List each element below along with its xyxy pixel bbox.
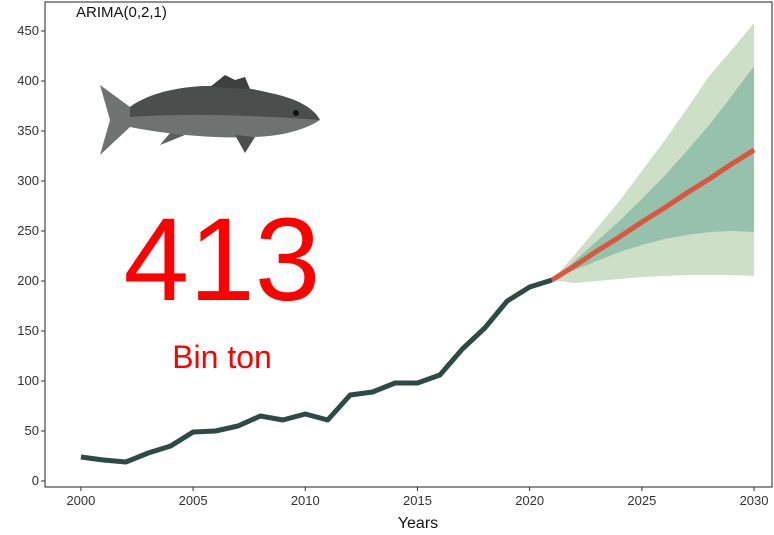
x-tick-label: 2000 [66,493,95,508]
plot-area [80,23,756,465]
x-tick-label: 2010 [291,493,320,508]
y-tick-label: 300 [17,173,39,188]
panel-border [44,1,773,488]
y-tick-label: 0 [32,473,39,488]
big-number: 413 [124,194,321,326]
x-tick-label: 2005 [179,493,208,508]
prediction-band [552,66,755,280]
unit-label: Bin ton [172,339,272,375]
chart-title: ARIMA(0,2,1) [76,4,167,21]
forecast-line [550,147,756,283]
y-tick-label: 350 [17,123,39,138]
x-axis-title: Years [398,515,438,532]
x-tick-label: 2015 [403,493,432,508]
y-tick-label: 400 [17,73,39,88]
x-tick-label: 2020 [515,493,544,508]
x-tick-label: 2030 [740,493,769,508]
y-tick-label: 200 [17,273,39,288]
y-tick-label: 50 [25,423,39,438]
y-tick-label: 250 [17,223,39,238]
y-tick-label: 100 [17,373,39,388]
y-tick-label: 450 [17,23,39,38]
fish-illustration [100,75,320,155]
history-line [80,277,553,465]
y-tick-label: 150 [17,323,39,338]
x-tick-label: 2025 [627,493,656,508]
